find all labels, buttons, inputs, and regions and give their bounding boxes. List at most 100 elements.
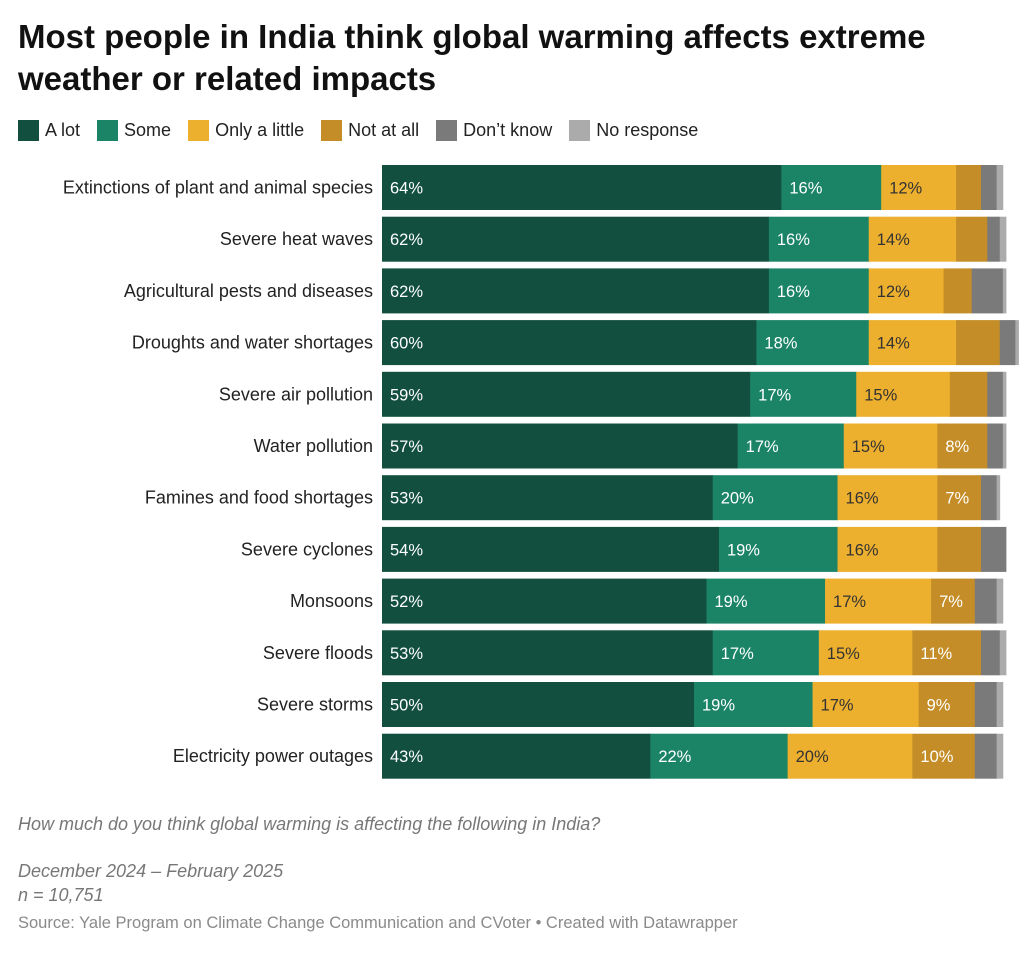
bar-segment-only-a-little — [837, 475, 938, 521]
category-label: Severe cyclones — [241, 539, 373, 559]
bar-segment-a-lot — [382, 165, 782, 210]
bar-segment-some — [737, 423, 845, 469]
bar-segment-not-at-all — [918, 682, 976, 727]
bar-segment-a-lot — [382, 320, 757, 366]
bar-segment-no-response — [996, 733, 1004, 779]
legend-label: Not at all — [348, 119, 420, 140]
data-label: 16% — [846, 541, 879, 559]
bar-segment-some — [694, 682, 813, 727]
data-label: 14% — [877, 335, 910, 353]
bar-segment-no-response — [996, 682, 1004, 727]
bar-segment-only-a-little — [825, 578, 932, 624]
legend-label: Only a little — [215, 119, 305, 140]
data-label: 50% — [390, 697, 423, 715]
bar-segment-no-response — [996, 578, 1004, 624]
bar-row: Monsoons 52% 19% 17% 7% — [290, 578, 1004, 624]
bar-segment-not-at-all — [937, 526, 982, 572]
bar-segment-a-lot — [382, 423, 739, 469]
bar-segment-a-lot — [382, 475, 714, 521]
bar-segment-some — [756, 320, 870, 366]
bar-segment-only-a-little — [812, 682, 920, 727]
bar-segment-not-at-all — [956, 216, 988, 262]
category-label: Severe air pollution — [219, 384, 373, 404]
legend-label: No response — [596, 119, 699, 140]
bar-segment-no-response — [1015, 320, 1019, 366]
data-label: 53% — [390, 645, 423, 663]
survey-question: How much do you think global warming is … — [18, 814, 601, 834]
bar-segment-some — [768, 268, 870, 314]
data-label: 12% — [877, 283, 910, 301]
source-credit: Source: Yale Program on Climate Change C… — [18, 914, 738, 932]
legend-label: Don’t know — [463, 119, 553, 140]
data-label: 20% — [796, 748, 829, 766]
data-label: 16% — [777, 231, 810, 249]
legend-item-only-a-little: Only a little — [188, 119, 305, 141]
data-label: 53% — [390, 490, 423, 508]
bar-segment-not-at-all — [912, 733, 976, 779]
data-label: 8% — [945, 438, 969, 456]
data-label: 20% — [721, 490, 754, 508]
data-label: 54% — [390, 541, 423, 559]
data-label: 59% — [390, 386, 423, 404]
bar-segment-only-a-little — [843, 423, 938, 469]
bar-segment-a-lot — [382, 733, 651, 779]
bar-segment-don-t-know — [974, 733, 998, 779]
legend-item-some: Some — [97, 119, 171, 141]
data-label: 60% — [390, 335, 423, 353]
data-label: 15% — [827, 645, 860, 663]
data-label: 64% — [390, 180, 423, 198]
category-label: Water pollution — [254, 436, 373, 456]
category-label: Severe floods — [263, 643, 373, 663]
data-label: 17% — [833, 593, 866, 611]
legend-item-don-t-know: Don’t know — [436, 119, 553, 141]
bar-segment-only-a-little — [856, 371, 951, 417]
bar-segment-only-a-little — [868, 320, 957, 366]
stacked-bar-chart: Extinctions of plant and animal species 6… — [63, 165, 1019, 779]
bar-segment-some — [712, 475, 838, 521]
bar-segment-only-a-little — [837, 526, 938, 572]
bar-row: Severe floods 53% 17% 15% 11% — [263, 630, 1007, 676]
bar-segment-a-lot — [382, 216, 770, 262]
legend-swatch — [321, 119, 343, 141]
bar-row: Severe cyclones 54% 19% 16% — [241, 526, 1007, 572]
bar-segment-a-lot — [382, 630, 714, 676]
bar-row: Severe air pollution 59% 17% 15% — [219, 371, 1007, 417]
bar-segment-no-response — [999, 630, 1007, 676]
data-label: 15% — [852, 438, 885, 456]
data-label: 52% — [390, 593, 423, 611]
bar-row: Droughts and water shortages 60% 18% 14% — [132, 320, 1019, 366]
bar-segment-no-response — [1002, 371, 1007, 417]
legend: A lot Some Only a little Not at all Don’t kn… — [18, 118, 715, 142]
bar-segment-don-t-know — [974, 682, 998, 727]
data-label: 17% — [721, 645, 754, 663]
bar-segment-some — [750, 371, 857, 417]
data-label: 12% — [889, 180, 922, 198]
bar-row: Severe heat waves 62% 16% 14% — [220, 216, 1007, 262]
data-label: 43% — [390, 748, 423, 766]
category-label: Severe heat waves — [220, 229, 373, 249]
legend-swatch — [436, 119, 458, 141]
data-label: 22% — [658, 748, 691, 766]
bar-segment-no-response — [999, 216, 1007, 262]
data-label: 11% — [920, 645, 952, 663]
bar-segment-not-at-all — [956, 320, 1001, 366]
data-label: 9% — [927, 697, 951, 715]
bar-segment-some — [718, 526, 838, 572]
bar-segment-don-t-know — [971, 268, 1004, 314]
legend-swatch — [18, 119, 39, 141]
bar-row: Extinctions of plant and animal species 6… — [63, 165, 1004, 210]
legend-label: A lot — [45, 119, 81, 140]
bar-segment-no-response — [1002, 423, 1007, 469]
bar-segment-don-t-know — [987, 216, 1001, 262]
bar-segment-don-t-know — [987, 423, 1004, 469]
legend-swatch — [188, 119, 210, 141]
bar-segment-don-t-know — [981, 475, 998, 521]
category-label: Monsoons — [290, 591, 373, 611]
bar-segment-some — [781, 165, 882, 210]
legend-item-not-at-all: Not at all — [321, 119, 420, 141]
bar-segment-don-t-know — [974, 578, 998, 624]
data-label: 62% — [390, 283, 423, 301]
data-label: 57% — [390, 438, 423, 456]
data-label: 14% — [877, 231, 910, 249]
bar-segment-don-t-know — [981, 630, 1001, 676]
